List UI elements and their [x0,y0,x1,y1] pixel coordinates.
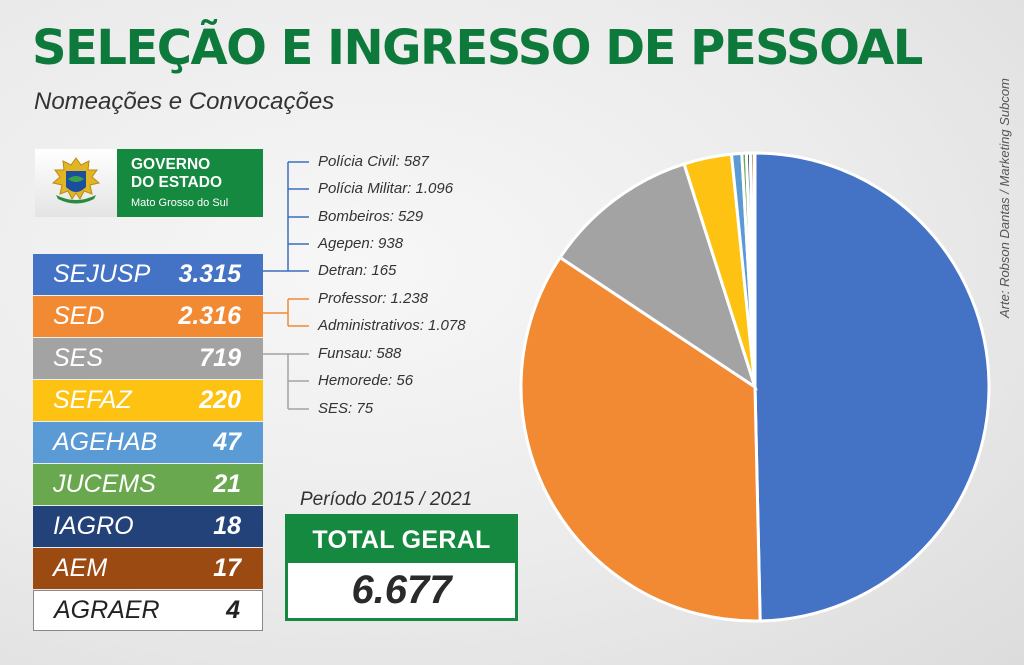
ses-bracket [263,353,309,410]
legend-label: SEFAZ [53,386,132,414]
legend-row-aem: AEM 17 [33,548,263,589]
breakdown-note: Funsau: 588 [318,345,402,362]
legend-row-ses: SES 719 [33,338,263,379]
legend-row-sed: SED 2.316 [33,296,263,337]
breakdown-note: Detran: 165 [318,262,397,279]
legend-row-jucems: JUCEMS 21 [33,464,263,505]
legend-value: 4 [226,596,240,624]
pie-slice-sejusp [753,151,991,623]
logo-line3: Mato Grosso do Sul [131,197,229,209]
state-emblem-icon [35,149,117,217]
page-title: SELEÇÃO E INGRESSO DE PESSOAL [32,20,923,76]
pie-slice-agraer [752,151,757,388]
period-label: Período 2015 / 2021 [300,489,473,510]
pie-slice-ses [558,162,758,391]
legend-value: 2.316 [178,302,241,330]
legend-row-agraer: AGRAER 4 [33,590,263,631]
total-box: TOTAL GERAL 6.677 [285,514,518,621]
logo-line2: DO ESTADO [131,174,222,191]
legend-row-agehab: AGEHAB 47 [33,422,263,463]
legend-label: AGRAER [54,596,160,624]
government-logo: GOVERNO DO ESTADO Mato Grosso do Sul [35,149,263,217]
breakdown-note: Agepen: 938 [318,235,404,252]
legend-label: SES [53,344,104,372]
legend-label: IAGRO [53,512,134,540]
legend-label: SEJUSP [53,260,151,288]
logo-text: GOVERNO DO ESTADO Mato Grosso do Sul [117,149,263,217]
total-label: TOTAL GERAL [288,517,515,563]
legend-value: 21 [213,470,241,498]
legend-label: AGEHAB [53,428,158,456]
legend-label: AEM [53,554,108,582]
breakdown-note: Professor: 1.238 [318,290,429,307]
legend-row-sejusp: SEJUSP 3.315 [33,254,263,295]
legend-row-iagro: IAGRO 18 [33,506,263,547]
breakdown-note: Administrativos: 1.078 [318,317,466,334]
legend-row-sefaz: SEFAZ 220 [33,380,263,421]
legend-value: 3.315 [178,260,241,288]
legend-label: SED [53,302,105,330]
legend-table: SEJUSP 3.315 SED 2.316 SES 719 SEFAZ 220 AGEHAB 4… [33,254,263,632]
total-value: 6.677 [351,568,452,612]
logo-line1: GOVERNO [131,156,211,173]
legend-value: 17 [213,554,241,582]
breakdown-note: SES: 75 [318,400,374,417]
pie-slice-sed [519,255,762,623]
legend-value: 47 [213,428,241,456]
sejusp-bracket [263,161,309,272]
breakdown-note: Polícia Civil: 587 [318,153,429,170]
sed-bracket [263,298,309,327]
breakdown-note: Hemorede: 56 [318,372,414,389]
breakdown-note: Bombeiros: 529 [318,208,424,225]
legend-value: 220 [199,386,241,414]
legend-value: 719 [199,344,241,372]
page-subtitle: Nomeações e Convocações [34,88,335,115]
breakdown-note: Polícia Militar: 1.096 [318,180,454,197]
legend-value: 18 [213,512,241,540]
legend-label: JUCEMS [53,470,156,498]
